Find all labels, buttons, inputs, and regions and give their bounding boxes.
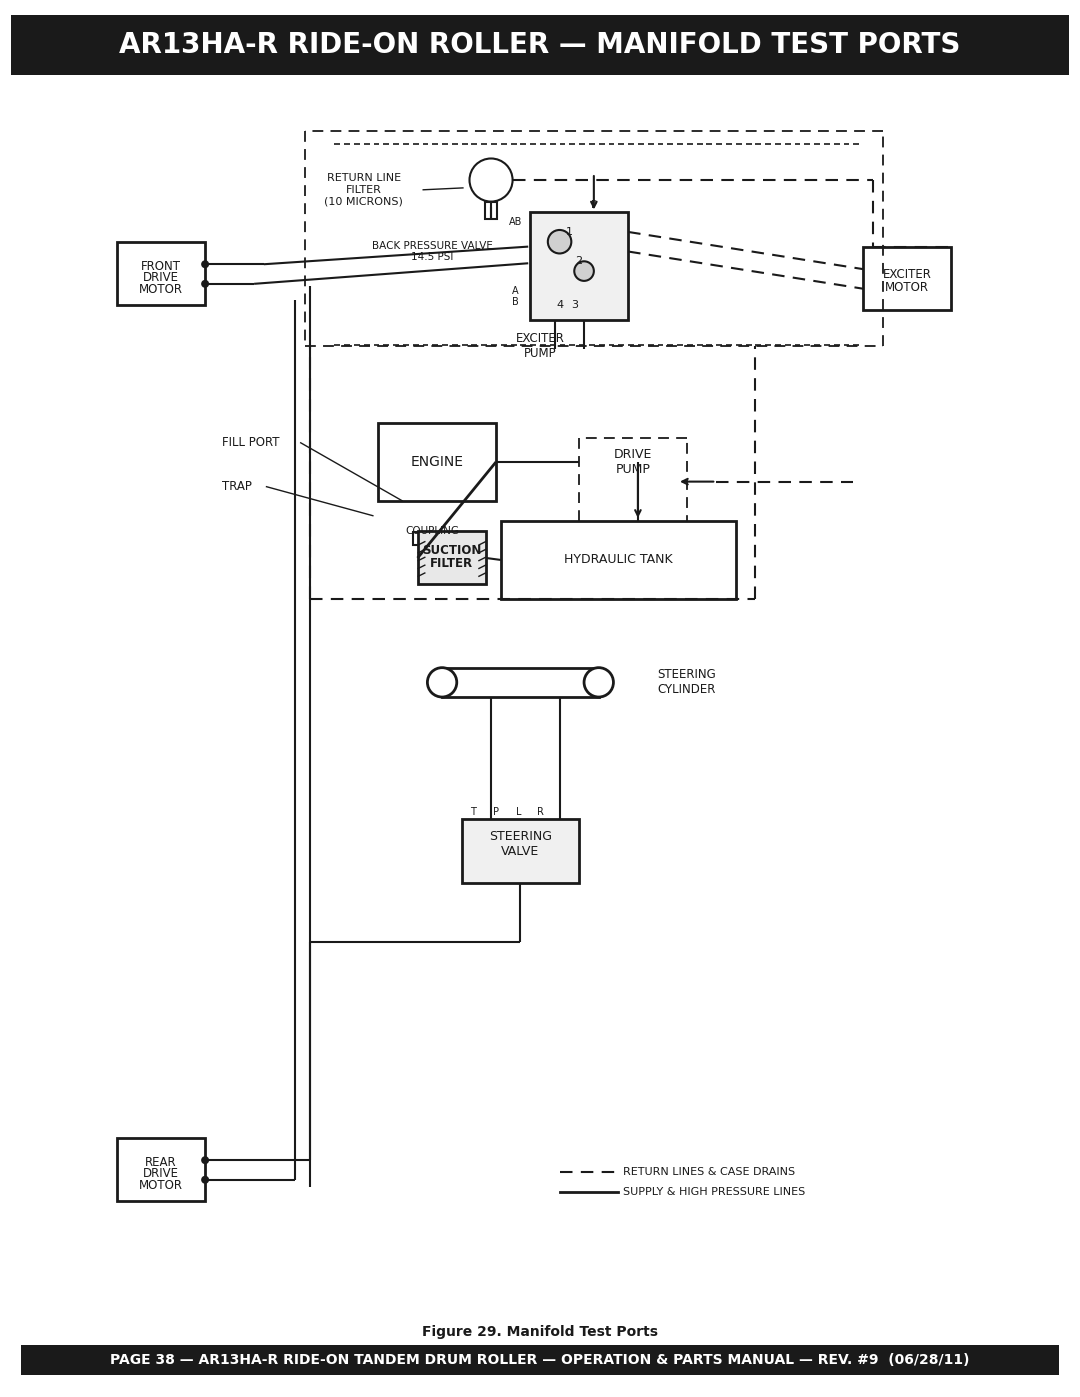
Text: P: P bbox=[492, 806, 499, 817]
Circle shape bbox=[202, 1176, 208, 1183]
Text: 1: 1 bbox=[566, 226, 572, 237]
Bar bbox=[117, 1137, 205, 1201]
Text: DRIVE: DRIVE bbox=[143, 1168, 179, 1180]
Text: T: T bbox=[471, 806, 476, 817]
Bar bbox=[413, 531, 432, 545]
Circle shape bbox=[470, 158, 513, 201]
Circle shape bbox=[584, 668, 613, 697]
Circle shape bbox=[202, 261, 208, 267]
Text: RETURN LINES & CASE DRAINS: RETURN LINES & CASE DRAINS bbox=[623, 1166, 795, 1176]
Text: 2: 2 bbox=[576, 256, 583, 267]
Bar bbox=[485, 201, 497, 219]
Circle shape bbox=[428, 668, 457, 697]
Bar bbox=[863, 247, 951, 310]
Text: DRIVE
PUMP: DRIVE PUMP bbox=[613, 448, 652, 476]
Text: SUCTION: SUCTION bbox=[422, 543, 482, 556]
Text: FRONT: FRONT bbox=[141, 260, 181, 272]
Bar bbox=[378, 423, 496, 502]
Text: STEERING
CYLINDER: STEERING CYLINDER bbox=[658, 668, 716, 696]
Text: A: A bbox=[512, 285, 518, 296]
Text: STEERING
VALVE: STEERING VALVE bbox=[489, 830, 552, 858]
Text: DRIVE: DRIVE bbox=[143, 271, 179, 285]
Text: B: B bbox=[512, 298, 518, 307]
Text: PAGE 38 — AR13HA-R RIDE-ON TANDEM DRUM ROLLER — OPERATION & PARTS MANUAL — REV. : PAGE 38 — AR13HA-R RIDE-ON TANDEM DRUM R… bbox=[110, 1352, 970, 1366]
Bar bbox=[530, 212, 629, 320]
Text: AR13HA-R RIDE-ON ROLLER — MANIFOLD TEST PORTS: AR13HA-R RIDE-ON ROLLER — MANIFOLD TEST … bbox=[119, 31, 961, 59]
Text: TRAP: TRAP bbox=[221, 481, 252, 493]
Text: COUPLING: COUPLING bbox=[405, 525, 459, 535]
Bar bbox=[461, 820, 579, 883]
Text: FILTER: FILTER bbox=[430, 557, 473, 570]
Bar bbox=[21, 1345, 1059, 1375]
Text: Figure 29. Manifold Test Ports: Figure 29. Manifold Test Ports bbox=[422, 1324, 658, 1338]
Circle shape bbox=[575, 261, 594, 281]
Text: BACK PRESSURE VALVE
14.5 PSI: BACK PRESSURE VALVE 14.5 PSI bbox=[372, 240, 492, 263]
Bar bbox=[442, 668, 598, 697]
Bar bbox=[117, 242, 205, 306]
Text: MOTOR: MOTOR bbox=[886, 281, 929, 295]
Bar bbox=[418, 531, 486, 584]
Text: RETURN LINE
FILTER
(10 MICRONS): RETURN LINE FILTER (10 MICRONS) bbox=[324, 173, 403, 207]
Text: 3: 3 bbox=[570, 300, 578, 310]
Bar bbox=[501, 521, 735, 599]
Text: R: R bbox=[537, 806, 543, 817]
Text: 4: 4 bbox=[556, 300, 563, 310]
Text: MOTOR: MOTOR bbox=[139, 1179, 184, 1192]
Text: P: P bbox=[591, 200, 597, 210]
Text: L: L bbox=[516, 806, 522, 817]
Text: MOTOR: MOTOR bbox=[139, 284, 184, 296]
Text: SUPPLY & HIGH PRESSURE LINES: SUPPLY & HIGH PRESSURE LINES bbox=[623, 1186, 806, 1196]
Bar bbox=[11, 14, 1069, 75]
Text: REAR: REAR bbox=[145, 1155, 177, 1169]
Text: EXCITER
PUMP: EXCITER PUMP bbox=[515, 332, 565, 360]
Text: ENGINE: ENGINE bbox=[410, 455, 463, 469]
Circle shape bbox=[202, 281, 208, 286]
Circle shape bbox=[202, 1157, 208, 1164]
Text: FILL PORT: FILL PORT bbox=[221, 436, 280, 448]
Text: EXCITER: EXCITER bbox=[882, 268, 932, 281]
Text: AB: AB bbox=[509, 217, 523, 228]
Text: HYDRAULIC TANK: HYDRAULIC TANK bbox=[564, 553, 673, 566]
Circle shape bbox=[548, 231, 571, 253]
